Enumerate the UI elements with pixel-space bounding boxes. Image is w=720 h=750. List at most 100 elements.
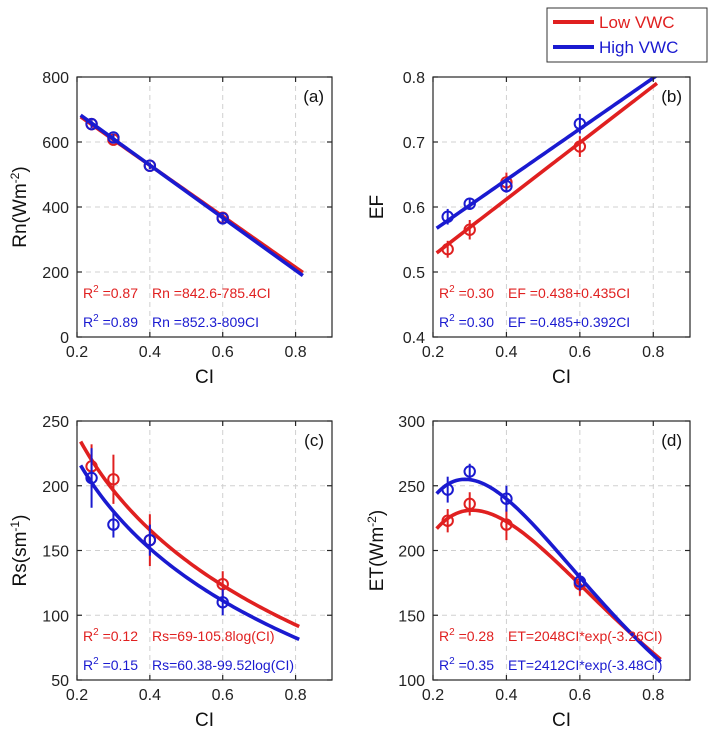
data-point [441, 514, 454, 527]
y-tick-label: 0.8 [403, 70, 425, 87]
data-point [107, 518, 120, 531]
x-axis-label: CI [552, 710, 571, 731]
legend-box [546, 7, 708, 63]
series-high [79, 448, 300, 642]
x-tick-label: 0.2 [422, 344, 444, 361]
legend-label: High VWC [599, 38, 678, 57]
y-tick-label: 0.6 [403, 200, 425, 217]
y-tick-label: 0.4 [403, 330, 425, 347]
panel-a: 0.2 0.4 0.6 0.8 0 200 400 600 800 CI Rn(Wm-2) (a) R2… [8, 70, 333, 388]
x-tick-label: 0.8 [284, 344, 306, 361]
panel-label: (a) [303, 87, 324, 106]
panel-label: (c) [304, 431, 324, 450]
equation-annotation-low: Rs=69-105.8log(CI) [152, 628, 275, 644]
y-axis-label: Rn(Wm-2) [8, 166, 31, 247]
r2-annotation-high: R2 =0.15 [83, 656, 138, 673]
y-tick-label: 150 [398, 608, 425, 625]
series-high [435, 77, 658, 230]
x-tick-label: 0.6 [212, 687, 234, 704]
x-axis-label: CI [195, 710, 214, 731]
data-point [441, 210, 454, 223]
data-point [500, 180, 513, 193]
y-tick-label: 50 [51, 673, 69, 690]
data-point [500, 492, 513, 505]
x-tick-label: 0.8 [284, 687, 306, 704]
y-tick-label: 200 [398, 544, 425, 561]
legend: Low VWC High VWC [546, 7, 708, 63]
panel-d: 0.2 0.4 0.6 0.8 100 150 200 250 300 CI ET(Wm-2) (d)… [365, 414, 691, 731]
data-point [500, 518, 513, 531]
series-high [435, 463, 662, 664]
y-tick-label: 200 [42, 265, 69, 282]
x-tick-label: 0.8 [642, 344, 664, 361]
data-point [85, 471, 98, 485]
data-point [463, 465, 476, 478]
y-axis-label: ET(Wm-2) [365, 510, 388, 591]
y-tick-label: 300 [398, 414, 425, 431]
data-point [107, 473, 120, 486]
equation-annotation-low: EF =0.438+0.435CI [508, 285, 630, 301]
y-axis-label: EF [367, 195, 388, 219]
equation-annotation-high: Rn =852.3-809CI [152, 314, 259, 330]
data-point [441, 483, 454, 496]
r2-annotation-low: R2 =0.87 [83, 284, 138, 301]
fit-line-low [435, 81, 659, 255]
data-point [463, 197, 476, 210]
panel-c: 0.2 0.4 0.6 0.8 50 100 150 200 250 CI Rs(sm-1) (c) R… [8, 414, 333, 731]
y-tick-label: 150 [42, 544, 69, 561]
x-tick-label: 0.2 [422, 687, 444, 704]
data-point [107, 131, 120, 144]
r2-annotation-high: R2 =0.89 [83, 313, 138, 330]
data-point [573, 575, 587, 588]
fit-line-high [435, 77, 658, 230]
x-tick-label: 0.4 [495, 687, 517, 704]
r2-annotation-high: R2 =0.30 [439, 313, 494, 330]
equation-annotation-high: EF =0.485+0.392CI [508, 314, 630, 330]
x-tick-label: 0.2 [66, 344, 88, 361]
y-tick-label: 250 [42, 414, 69, 431]
y-tick-label: 0.7 [403, 135, 425, 152]
r2-annotation-low: R2 =0.12 [83, 627, 138, 644]
r2-annotation-low: R2 =0.30 [439, 284, 494, 301]
y-tick-label: 250 [398, 479, 425, 496]
data-point [573, 140, 587, 153]
legend-label: Low VWC [599, 13, 675, 32]
x-tick-label: 0.6 [212, 344, 234, 361]
series-low [435, 81, 659, 258]
x-tick-label: 0.6 [569, 687, 591, 704]
x-tick-label: 0.2 [66, 687, 88, 704]
x-tick-label: 0.4 [139, 687, 161, 704]
y-tick-label: 0.5 [403, 265, 425, 282]
y-tick-label: 100 [398, 673, 425, 690]
data-point [216, 212, 229, 225]
x-tick-label: 0.4 [139, 344, 161, 361]
equation-annotation-high: Rs=60.38-99.52log(CI) [152, 657, 294, 673]
y-tick-label: 600 [42, 135, 69, 152]
x-tick-label: 0.8 [642, 687, 664, 704]
series-high [79, 113, 304, 278]
equation-annotation-high: ET=2412CI*exp(-3.48CI) [508, 657, 662, 673]
y-tick-label: 0 [60, 330, 69, 347]
x-axis-label: CI [552, 367, 571, 388]
equation-annotation-low: Rn =842.6-785.4CI [152, 285, 271, 301]
y-axis-label: Rs(sm-1) [8, 515, 31, 587]
data-point [85, 117, 98, 131]
y-tick-label: 100 [42, 608, 69, 625]
x-axis-label: CI [195, 367, 214, 388]
fit-line-high [435, 477, 662, 664]
y-tick-label: 400 [42, 200, 69, 217]
r2-annotation-high: R2 =0.35 [439, 656, 494, 673]
data-point [463, 223, 476, 236]
x-tick-label: 0.4 [495, 344, 517, 361]
y-tick-label: 200 [42, 479, 69, 496]
x-tick-label: 0.6 [569, 344, 591, 361]
fit-line-low [79, 440, 300, 629]
r2-annotation-low: R2 =0.28 [439, 627, 494, 644]
panel-label: (d) [661, 431, 682, 450]
equation-annotation-low: ET=2048CI*exp(-3.26CI) [508, 628, 662, 644]
data-point [143, 533, 157, 547]
data-point [463, 497, 476, 511]
data-point [441, 243, 454, 256]
